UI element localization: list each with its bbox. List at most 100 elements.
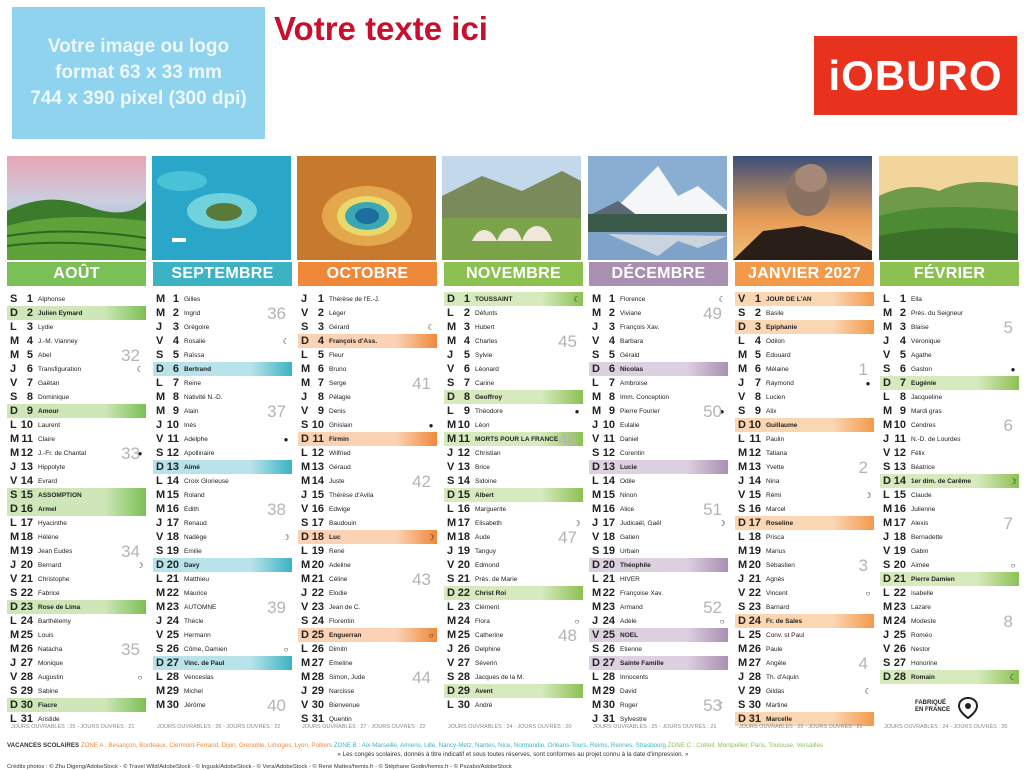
day-number: 11	[603, 433, 615, 445]
saint-name: Aude	[475, 533, 491, 541]
saint-name: Cendres	[911, 421, 936, 429]
saint-name: J.-Fr. de Chantal	[38, 449, 87, 457]
day-letter: S	[883, 363, 891, 375]
day-number: 26	[20, 643, 33, 655]
day-number: 20	[748, 559, 761, 571]
week-number: 4	[858, 654, 868, 673]
day-number: 24	[893, 615, 906, 627]
day-number: 9	[26, 405, 33, 417]
day-letter: D	[738, 419, 746, 431]
day-letter: S	[883, 559, 891, 571]
day-number: 10	[457, 419, 470, 431]
saint-name: Aimé	[184, 463, 200, 471]
day-row: J 25 Roméo	[880, 628, 1019, 642]
saint-name: Vincent	[766, 589, 788, 597]
day-row: S 26 Côme, Damien ○	[153, 642, 292, 656]
moon-phase-icon: ○	[1010, 560, 1016, 570]
day-row: M 30 Roger ☾	[589, 698, 728, 712]
day-number: 8	[317, 391, 324, 403]
day-number: 2	[463, 307, 470, 319]
saint-name: Roméo	[911, 631, 932, 639]
week-number: 37	[267, 402, 286, 421]
day-number: 10	[166, 419, 179, 431]
day-row: J 18 Bernadette	[880, 530, 1019, 544]
day-row: D 13 Lucie	[589, 460, 728, 474]
day-letter: M	[156, 405, 166, 417]
day-row: J 29 Narcisse	[298, 684, 437, 698]
saint-name: Laurent	[38, 421, 61, 429]
saint-name: Claude	[911, 491, 932, 499]
brand-logo-text: iOBURO	[828, 51, 1003, 99]
saint-name: Gildas	[766, 687, 785, 695]
logo-placeholder-line: Votre image ou logo	[47, 36, 230, 57]
day-number: 10	[602, 419, 615, 431]
saint-name: Honorine	[911, 659, 938, 667]
saint-name: Eulalie	[620, 421, 640, 429]
saint-name: Lazare	[911, 603, 931, 611]
day-number: 29	[20, 685, 33, 697]
day-letter: M	[592, 307, 602, 319]
day-row: D 9 Amour	[7, 404, 146, 418]
day-letter: S	[738, 405, 746, 417]
day-number: 2	[608, 307, 615, 319]
saint-name: Augustin	[38, 673, 64, 681]
day-letter: D	[883, 377, 891, 389]
day-number: 20	[166, 559, 179, 571]
day-letter: M	[738, 447, 748, 459]
day-letter: D	[883, 573, 891, 585]
week-number: 5	[1003, 318, 1013, 337]
day-number: 2	[172, 307, 179, 319]
day-letter: V	[738, 293, 746, 305]
saint-name: Alphonse	[38, 295, 66, 303]
saint-name: Françoise Xav.	[620, 589, 663, 597]
saint-name: Ghislain	[329, 421, 353, 429]
day-number: 16	[166, 503, 179, 515]
saint-name: Raymond	[766, 379, 794, 387]
day-number: 24	[166, 615, 179, 627]
saint-name: Imm. Conception	[620, 393, 670, 401]
day-number: 18	[166, 531, 179, 543]
day-row: M 6 Mélaine	[735, 362, 874, 376]
day-letter: M	[738, 363, 748, 375]
day-number: 20	[602, 559, 615, 571]
saint-name: Gatien	[620, 533, 640, 541]
day-number: 9	[608, 405, 615, 417]
saint-name: Aristide	[38, 715, 60, 723]
day-letter: J	[156, 517, 163, 529]
day-row: V 27 Séverin	[444, 656, 583, 670]
day-row: M 13 Géraud	[298, 460, 437, 474]
saint-name: Rémi	[766, 491, 782, 499]
day-row: L 7 Ambroise	[589, 376, 728, 390]
day-row: L 15 Claude	[880, 488, 1019, 502]
day-number: 8	[899, 391, 906, 403]
saint-name: Evrard	[38, 477, 58, 485]
day-number: 27	[166, 657, 179, 669]
saint-name: Isabelle	[911, 589, 934, 597]
saint-name: Alain	[184, 407, 199, 415]
day-number: 4	[754, 335, 761, 347]
day-row: M 4 J.-M. Vianney	[7, 334, 146, 348]
day-number: 22	[457, 587, 470, 599]
day-letter: L	[156, 573, 163, 585]
saint-name: Barbara	[620, 337, 644, 345]
day-row: L 21 HIVER	[589, 572, 728, 586]
day-row: V 11 Daniel	[589, 432, 728, 446]
working-days-note: JOURS OUVRABLES : 24 - JOURS OUVRÉS : 20	[448, 724, 572, 730]
day-number: 21	[748, 573, 761, 585]
moon-phase-icon: ☾	[136, 364, 144, 374]
day-number: 3	[463, 321, 470, 333]
day-row: M 23 Armand	[589, 600, 728, 614]
saint-name: Charles	[475, 337, 498, 345]
day-letter: J	[10, 559, 17, 571]
day-letter: J	[738, 671, 745, 683]
day-row: S 2 Basile	[735, 306, 874, 320]
day-letter: D	[447, 685, 455, 697]
day-row: D 24 Fr. de Sales	[735, 614, 874, 628]
saint-name: Défunts	[475, 309, 498, 317]
day-number: 18	[457, 531, 470, 543]
day-number: 27	[20, 657, 33, 669]
day-number: 14	[602, 475, 615, 487]
day-number: 31	[602, 713, 615, 725]
saint-name: Pierre Damien	[911, 575, 955, 583]
day-letter: J	[883, 335, 890, 347]
